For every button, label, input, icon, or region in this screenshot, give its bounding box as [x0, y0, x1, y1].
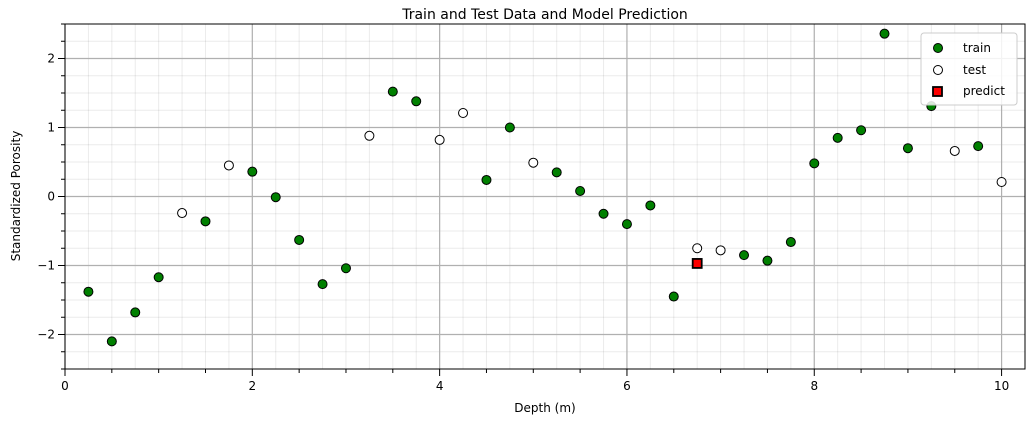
train-point: [739, 250, 750, 261]
train-point: [762, 255, 773, 266]
y-tick-label: −1: [37, 259, 55, 273]
predict-point: [691, 258, 703, 269]
train-point: [411, 96, 422, 107]
legend: train test predict: [920, 32, 1018, 106]
train-point: [83, 286, 94, 297]
train-point: [551, 167, 562, 178]
test-point: [996, 177, 1007, 188]
train-point: [973, 141, 984, 152]
test-point: [223, 160, 234, 171]
legend-box: [920, 32, 1018, 106]
train-point: [832, 132, 843, 143]
test-point: [692, 243, 703, 254]
train-point: [317, 279, 328, 290]
y-axis-label: Standardized Porosity: [9, 131, 23, 262]
y-tick-label: 0: [47, 190, 55, 204]
train-point: [387, 86, 398, 97]
x-tick-label: 10: [994, 379, 1009, 393]
test-point: [364, 130, 375, 141]
x-tick-label: 8: [810, 379, 818, 393]
test-point: [434, 134, 445, 145]
train-point: [856, 125, 867, 136]
train-point: [645, 200, 656, 211]
y-tick-label: 2: [47, 52, 55, 66]
train-point: [809, 158, 820, 169]
ticks-layer: 0 2 4 6 8 10 −2 −1 0 1 2: [37, 23, 1009, 393]
x-axis-label: Depth (m): [514, 401, 575, 415]
legend-predict-marker: [932, 86, 943, 97]
x-tick-label: 2: [248, 379, 256, 393]
train-point: [130, 307, 141, 318]
grid-layer: [64, 23, 1026, 370]
train-point: [621, 219, 632, 230]
y-tick-label: −2: [37, 328, 55, 342]
train-point: [668, 291, 679, 302]
train-point: [598, 208, 609, 219]
test-point: [458, 108, 469, 119]
train-point: [200, 216, 211, 227]
legend-train-marker: [933, 43, 943, 53]
train-point: [106, 336, 117, 347]
x-tick-label: 0: [61, 379, 69, 393]
train-point: [247, 166, 258, 177]
x-tick-label: 6: [623, 379, 631, 393]
train-point: [340, 263, 351, 274]
test-point: [177, 208, 188, 219]
legend-predict-label: predict: [963, 84, 1005, 98]
train-point: [481, 174, 492, 185]
y-tick-label: 1: [47, 121, 55, 135]
x-tick-label: 4: [436, 379, 444, 393]
train-point: [504, 122, 515, 133]
train-point: [153, 272, 164, 283]
train-point: [270, 192, 281, 203]
train-point: [879, 28, 890, 39]
legend-test-label: test: [963, 63, 986, 77]
points-layer: [83, 28, 1007, 347]
legend-test-marker: [933, 65, 943, 75]
plot-frame: [64, 23, 1026, 370]
test-point: [528, 157, 539, 168]
chart-title: Train and Test Data and Model Prediction: [401, 7, 688, 23]
legend-train-label: train: [963, 41, 991, 55]
train-point: [575, 185, 586, 196]
test-point: [715, 245, 726, 256]
test-point: [949, 145, 960, 156]
train-point: [902, 143, 913, 154]
train-point: [785, 237, 796, 248]
train-point: [294, 234, 305, 245]
